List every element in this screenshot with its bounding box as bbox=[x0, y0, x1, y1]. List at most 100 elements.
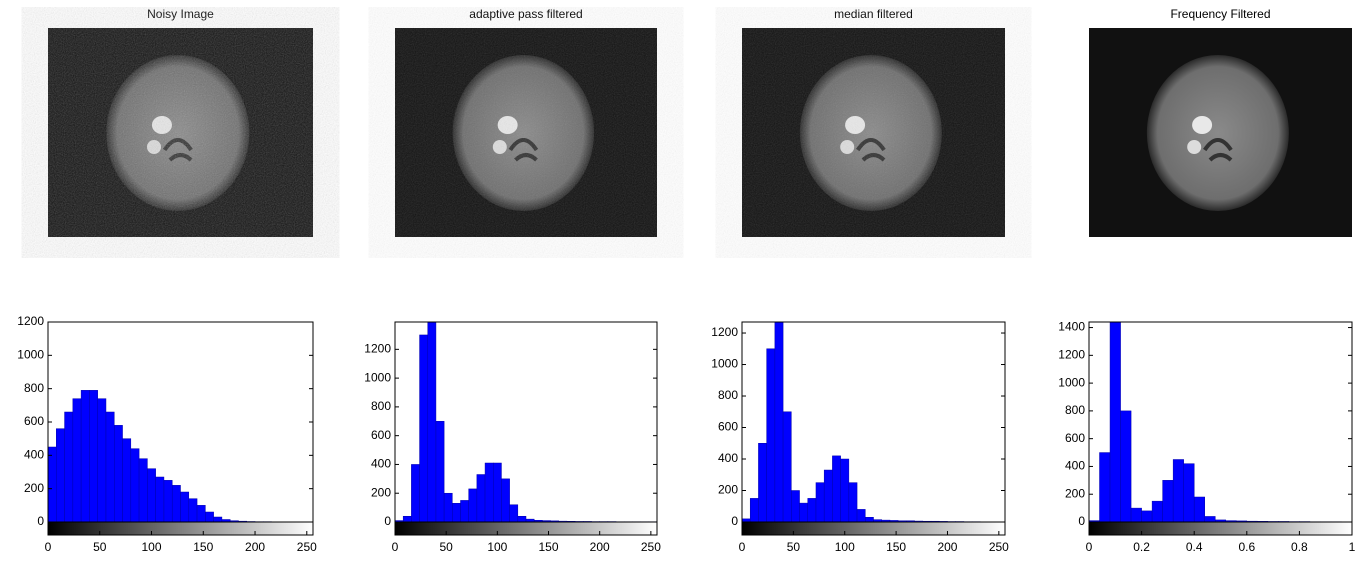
bar bbox=[123, 439, 131, 522]
bar bbox=[750, 498, 758, 522]
bar bbox=[758, 443, 766, 522]
y-tick-label: 1200 bbox=[711, 325, 738, 339]
x-tick-label: 0 bbox=[45, 540, 52, 554]
bar bbox=[477, 475, 485, 522]
bar bbox=[189, 499, 197, 522]
bar bbox=[824, 470, 832, 522]
y-tick-label: 400 bbox=[24, 448, 44, 462]
gray-colorbar bbox=[48, 522, 313, 535]
bar bbox=[197, 505, 205, 522]
image bbox=[1089, 28, 1352, 237]
plot-area bbox=[48, 390, 313, 522]
lesion bbox=[1187, 140, 1201, 154]
bar bbox=[48, 447, 56, 522]
lesion bbox=[1192, 116, 1212, 134]
y-tick-label: 400 bbox=[1065, 459, 1085, 473]
bar bbox=[783, 412, 791, 522]
image-noise bbox=[742, 28, 1005, 237]
image bbox=[48, 28, 313, 237]
gray-colorbar bbox=[1089, 522, 1352, 535]
x-tick-label: 0.8 bbox=[1291, 540, 1308, 554]
x-tick-label: 50 bbox=[787, 540, 801, 554]
bar bbox=[767, 349, 775, 522]
gray-colorbar bbox=[742, 522, 1005, 535]
bar bbox=[403, 516, 411, 522]
plot-area bbox=[1089, 321, 1352, 522]
bar bbox=[865, 517, 873, 522]
bar bbox=[800, 503, 808, 522]
y-tick-label: 0 bbox=[1078, 514, 1085, 528]
bar bbox=[181, 492, 189, 522]
x-tick-label: 100 bbox=[142, 540, 162, 554]
image-noise bbox=[48, 28, 313, 237]
bar bbox=[461, 500, 469, 522]
bar bbox=[469, 489, 477, 522]
bar bbox=[106, 412, 114, 522]
bar bbox=[501, 479, 509, 522]
bar bbox=[114, 425, 122, 522]
y-tick-label: 1000 bbox=[711, 357, 738, 371]
bar bbox=[65, 412, 73, 522]
bar bbox=[518, 516, 526, 522]
y-tick-label: 200 bbox=[24, 481, 44, 495]
y-tick-label: 600 bbox=[718, 420, 738, 434]
y-tick-label: 1000 bbox=[17, 348, 44, 362]
bar bbox=[81, 390, 89, 522]
bar bbox=[444, 493, 452, 522]
x-tick-label: 0.6 bbox=[1238, 540, 1255, 554]
y-tick-label: 800 bbox=[1065, 403, 1085, 417]
brain bbox=[1147, 55, 1289, 211]
bar bbox=[1152, 501, 1163, 522]
bar bbox=[1131, 508, 1142, 522]
y-tick-label: 0 bbox=[384, 514, 391, 528]
x-tick-label: 1 bbox=[1349, 540, 1356, 554]
bar bbox=[510, 505, 518, 522]
bar bbox=[1194, 497, 1205, 522]
bar bbox=[808, 498, 816, 522]
y-tick-label: 1200 bbox=[17, 314, 44, 328]
x-tick-label: 250 bbox=[989, 540, 1009, 554]
bar bbox=[89, 390, 97, 522]
bar bbox=[832, 456, 840, 522]
x-tick-label: 0 bbox=[739, 540, 746, 554]
bar bbox=[485, 463, 493, 522]
x-tick-label: 100 bbox=[835, 540, 855, 554]
bar bbox=[841, 459, 849, 522]
bar bbox=[1100, 453, 1111, 522]
y-tick-label: 800 bbox=[718, 388, 738, 402]
bar bbox=[791, 491, 799, 522]
bar bbox=[1173, 460, 1184, 523]
bar bbox=[816, 483, 824, 522]
bar bbox=[73, 399, 81, 522]
bar bbox=[156, 477, 164, 522]
y-tick-label: 0 bbox=[37, 514, 44, 528]
x-tick-label: 150 bbox=[193, 540, 213, 554]
y-tick-label: 1200 bbox=[1058, 348, 1085, 362]
y-tick-label: 400 bbox=[718, 451, 738, 465]
y-tick-label: 200 bbox=[371, 485, 391, 499]
bar bbox=[139, 459, 147, 522]
bar bbox=[411, 464, 419, 522]
bar bbox=[452, 503, 460, 522]
bar bbox=[1110, 321, 1121, 522]
plot-area bbox=[395, 306, 657, 522]
image-title: Frequency Filtered bbox=[1170, 7, 1270, 21]
x-tick-label: 200 bbox=[590, 540, 610, 554]
y-tick-label: 1400 bbox=[1058, 320, 1085, 334]
bar bbox=[1205, 516, 1216, 522]
image-noise bbox=[395, 28, 657, 237]
x-tick-label: 150 bbox=[539, 540, 559, 554]
y-tick-label: 600 bbox=[24, 414, 44, 428]
x-tick-label: 50 bbox=[439, 540, 453, 554]
bar bbox=[214, 517, 222, 522]
x-tick-label: 0 bbox=[392, 540, 399, 554]
bar bbox=[428, 306, 436, 522]
image bbox=[742, 28, 1005, 237]
bar bbox=[1184, 464, 1195, 522]
y-tick-label: 600 bbox=[1065, 431, 1085, 445]
x-tick-label: 250 bbox=[297, 540, 317, 554]
x-tick-label: 100 bbox=[487, 540, 507, 554]
bar bbox=[775, 302, 783, 522]
y-tick-label: 800 bbox=[24, 381, 44, 395]
